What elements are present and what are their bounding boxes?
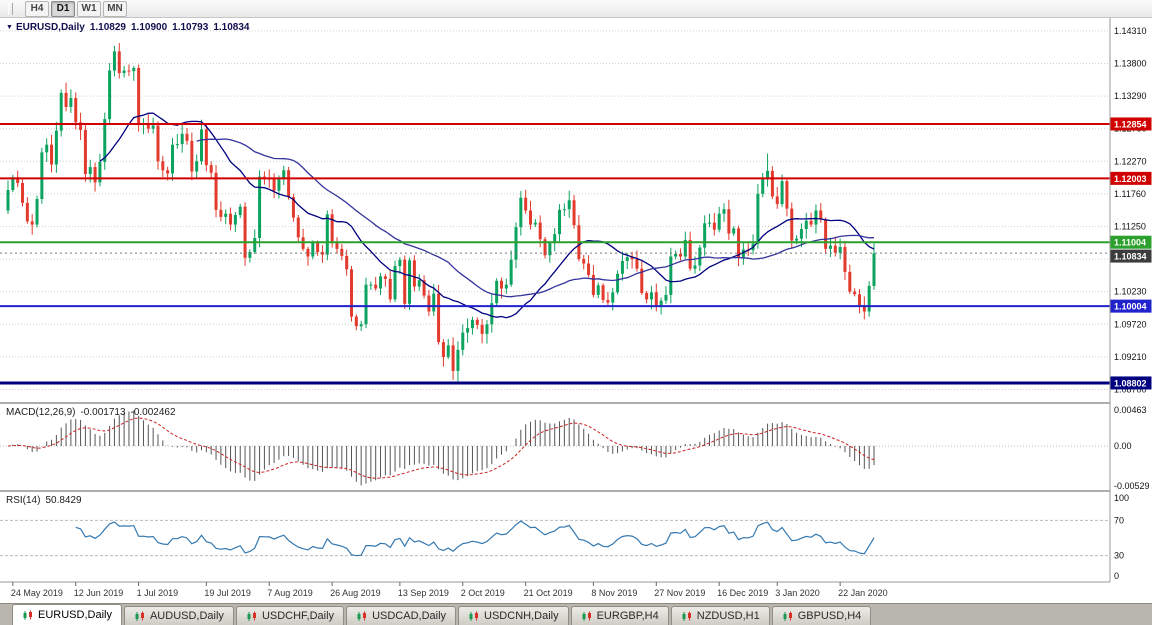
candles-layer bbox=[6, 43, 876, 384]
rsi-scale-label: 30 bbox=[1114, 551, 1124, 561]
tab-label: NZDUSD,H1 bbox=[696, 610, 760, 622]
timeframe-button-d1[interactable]: D1 bbox=[51, 0, 75, 17]
tab-label: USDCHF,Daily bbox=[261, 610, 335, 622]
moving-average-line bbox=[196, 138, 875, 298]
svg-text:13 Sep 2019: 13 Sep 2019 bbox=[398, 588, 449, 598]
chart-tab-audusd[interactable]: AUDUSD,Daily bbox=[123, 606, 234, 625]
svg-text:24 May 2019: 24 May 2019 bbox=[11, 588, 63, 598]
rsi-scale-label: 100 bbox=[1114, 493, 1129, 503]
candlestick-icon bbox=[247, 611, 256, 621]
price-scale-label: 1.13800 bbox=[1114, 59, 1147, 69]
macd-scale-label: -0.00529 bbox=[1114, 481, 1150, 491]
price-scale-label: 1.13290 bbox=[1114, 91, 1147, 101]
chart-tab-usdcnh[interactable]: USDCNH,Daily bbox=[458, 606, 569, 625]
svg-text:8 Nov 2019: 8 Nov 2019 bbox=[591, 588, 637, 598]
svg-text:21 Oct 2019: 21 Oct 2019 bbox=[524, 588, 573, 598]
price-scale-label: 1.12270 bbox=[1114, 156, 1147, 166]
price-scale-label: 1.11760 bbox=[1114, 189, 1146, 199]
timeframe-button-w1[interactable]: W1 bbox=[77, 0, 101, 17]
svg-text:19 Jul 2019: 19 Jul 2019 bbox=[204, 588, 251, 598]
timeframe-button-mn[interactable]: MN bbox=[103, 0, 127, 17]
price-scale-label: 1.09210 bbox=[1114, 352, 1147, 362]
moving-average-line bbox=[99, 112, 875, 319]
svg-text:1.12854: 1.12854 bbox=[1114, 119, 1147, 129]
timeframe-toolbar: H4 D1 W1 MN bbox=[0, 0, 1152, 18]
rsi-line bbox=[75, 520, 875, 557]
candlestick-icon bbox=[23, 610, 32, 620]
price-scale-label: 1.08700 bbox=[1114, 384, 1147, 394]
macd-histogram bbox=[12, 410, 875, 486]
chart-tab-gbpusd[interactable]: GBPUSD,H4 bbox=[771, 606, 872, 625]
date-axis[interactable]: 24 May 2019 12 Jun 2019 1 Jul 2019 19 Jul 2… bbox=[11, 582, 888, 598]
price-badge: 1.12003 bbox=[1110, 171, 1152, 185]
tab-label: EURUSD,Daily bbox=[38, 609, 112, 621]
chart-canvas[interactable]: 24 May 2019 12 Jun 2019 1 Jul 2019 19 Jul 2… bbox=[0, 18, 1152, 603]
tab-label: AUDUSD,Daily bbox=[149, 610, 224, 622]
svg-text:1.10004: 1.10004 bbox=[1114, 302, 1147, 312]
macd-scale-label: 0.00463 bbox=[1114, 405, 1147, 415]
svg-text:26 Aug 2019: 26 Aug 2019 bbox=[330, 588, 381, 598]
price-scale-label: 1.10230 bbox=[1114, 287, 1147, 297]
price-badge: 1.12854 bbox=[1110, 117, 1152, 131]
chart-tab-eurusd[interactable]: EURUSD,Daily bbox=[12, 604, 122, 625]
price-badge: 1.11004 bbox=[1110, 235, 1152, 249]
chart-tab-bar: EURUSD,Daily AUDUSD,Daily USDCHF,Daily USDC… bbox=[0, 603, 1152, 625]
svg-text:1.10834: 1.10834 bbox=[1114, 252, 1147, 262]
svg-text:3 Jan 2020: 3 Jan 2020 bbox=[775, 588, 820, 598]
tab-label: GBPUSD,H4 bbox=[797, 610, 862, 622]
tab-label: USDCAD,Daily bbox=[372, 610, 447, 622]
svg-text:27 Nov 2019: 27 Nov 2019 bbox=[654, 588, 705, 598]
price-badge: 1.08802 bbox=[1110, 376, 1152, 390]
candlestick-icon bbox=[357, 611, 367, 621]
svg-text:1.11004: 1.11004 bbox=[1114, 238, 1146, 248]
svg-text:16 Dec 2019: 16 Dec 2019 bbox=[717, 588, 768, 598]
svg-text:12 Jun 2019: 12 Jun 2019 bbox=[74, 588, 124, 598]
svg-text:7 Aug 2019: 7 Aug 2019 bbox=[267, 588, 313, 598]
timeframe-buttons: H4 D1 W1 MN bbox=[25, 0, 129, 17]
chart-tab-usdchf[interactable]: USDCHF,Daily bbox=[235, 606, 345, 625]
candlestick-icon bbox=[783, 611, 792, 621]
svg-text:1.08802: 1.08802 bbox=[1114, 378, 1147, 388]
candlestick-icon bbox=[582, 611, 591, 621]
price-scale-label: 1.11250 bbox=[1114, 221, 1146, 231]
svg-text:2 Oct 2019: 2 Oct 2019 bbox=[461, 588, 505, 598]
price-badge: 1.10834 bbox=[1110, 249, 1152, 263]
price-gridlines bbox=[0, 30, 1110, 390]
chart-tab-eurgbp[interactable]: EURGBP,H4 bbox=[570, 606, 669, 625]
price-badge: 1.10004 bbox=[1110, 299, 1152, 313]
chart-background bbox=[0, 18, 1152, 603]
rsi-scale-label: 70 bbox=[1114, 515, 1124, 525]
macd-scale-label: 0.00 bbox=[1114, 441, 1132, 451]
tab-label: EURGBP,H4 bbox=[596, 610, 659, 622]
tab-label: USDCNH,Daily bbox=[484, 610, 559, 622]
macd-signal-line bbox=[7, 417, 875, 479]
chart-tab-usdcad[interactable]: USDCAD,Daily bbox=[346, 606, 457, 625]
svg-text:1 Jul 2019: 1 Jul 2019 bbox=[137, 588, 179, 598]
rsi-scale-label: 0 bbox=[1114, 571, 1119, 581]
candlestick-icon bbox=[682, 611, 691, 621]
svg-text:1.12003: 1.12003 bbox=[1114, 174, 1147, 184]
chart-tab-nzdusd[interactable]: NZDUSD,H1 bbox=[670, 606, 770, 625]
price-scale-label: 1.09720 bbox=[1114, 319, 1147, 329]
candlestick-icon bbox=[135, 611, 144, 621]
svg-text:22 Jan 2020: 22 Jan 2020 bbox=[838, 588, 888, 598]
toolbar-drag-handle[interactable] bbox=[8, 2, 13, 15]
timeframe-button-h4[interactable]: H4 bbox=[25, 0, 49, 17]
candlestick-icon bbox=[469, 611, 479, 621]
price-scale-label: 1.14310 bbox=[1114, 26, 1147, 36]
